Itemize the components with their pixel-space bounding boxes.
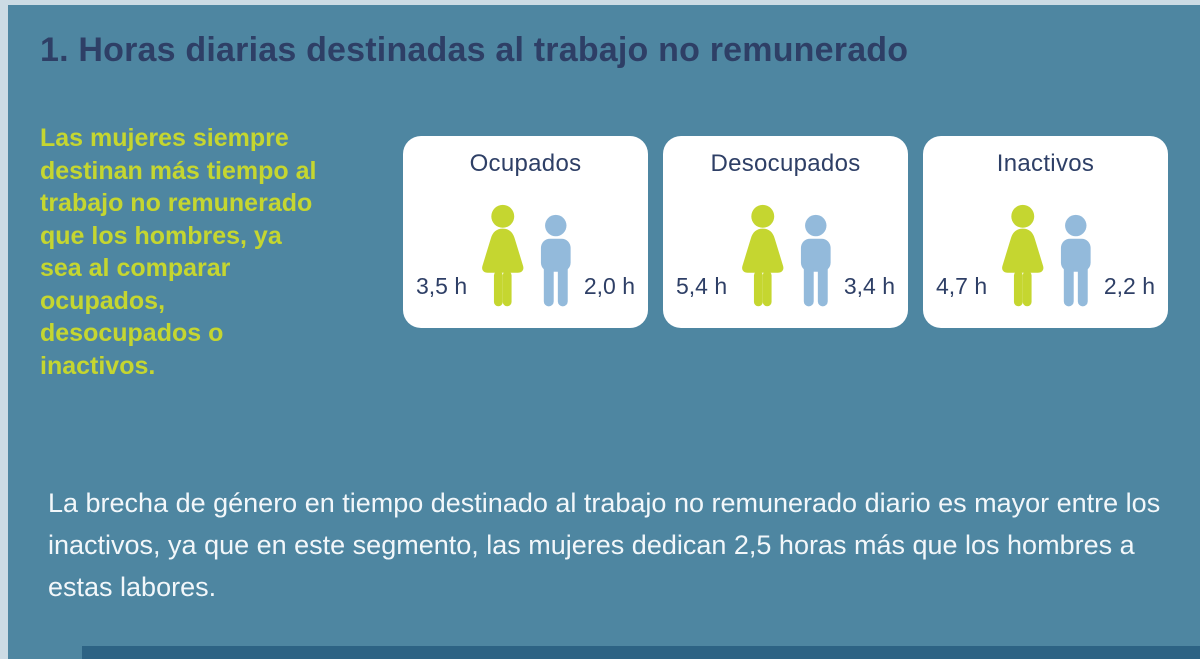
card-ocupados: Ocupados	[403, 136, 648, 328]
male-icon	[800, 214, 831, 307]
card-title: Ocupados	[469, 150, 582, 177]
bottom-bar	[82, 646, 1200, 659]
card-desocupados: Desocupados	[663, 136, 908, 328]
card-title: Inactivos	[996, 150, 1095, 177]
female-hours-label: 5,4 h	[676, 273, 728, 299]
cards-row: Ocupados	[403, 136, 1168, 328]
page-title: 1. Horas diarias destinadas al trabajo n…	[40, 31, 909, 69]
male-icon	[1060, 214, 1091, 307]
gender-icons	[991, 204, 1101, 308]
female-hours-label: 3,5 h	[416, 273, 468, 299]
infographic-main: 1. Horas diarias destinadas al trabajo n…	[8, 5, 1200, 659]
female-icon	[481, 204, 523, 307]
card-title: Desocupados	[710, 150, 861, 177]
gender-icons	[471, 204, 581, 308]
footer-text: La brecha de género en tiempo destinado …	[48, 488, 1161, 602]
male-icon	[540, 214, 571, 307]
content-row: Las mujeres siempre destinan más tiempo …	[40, 122, 1200, 382]
card-inactivos: Inactivos	[923, 136, 1168, 328]
male-hours-label: 2,2 h	[1103, 273, 1155, 299]
male-hours-label: 2,0 h	[583, 273, 635, 299]
female-hours-label: 4,7 h	[936, 273, 988, 299]
female-icon	[1001, 204, 1043, 307]
highlight-text: Las mujeres siempre destinan más tiempo …	[40, 124, 317, 380]
male-hours-label: 3,4 h	[843, 273, 895, 299]
gender-icons	[731, 204, 841, 308]
female-icon	[741, 204, 783, 307]
